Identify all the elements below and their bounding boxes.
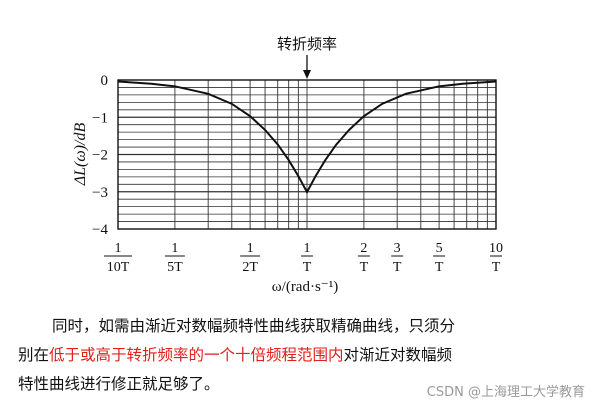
watermark: CSDN @上海理工大学教育 [426, 385, 585, 400]
x-tick-denominator: T [435, 260, 444, 275]
x-tick-numerator: 3 [394, 241, 401, 256]
paragraph-line-2-start: 别在 [18, 346, 50, 364]
x-tick-5: 3T [391, 241, 404, 275]
x-tick-numerator: 1 [171, 241, 178, 256]
y-axis-label: ΔL(ω)/dB [72, 123, 89, 187]
x-tick-denominator: T [360, 260, 369, 275]
y-tick-labels: 0 −1 −2 −3 −4 [92, 73, 108, 238]
x-tick-numerator: 1 [304, 241, 311, 256]
x-tick-6: 5T [433, 241, 446, 275]
x-axis-label: ω/(rad·s⁻¹) [272, 279, 338, 295]
y-tick-label-4: −4 [92, 222, 108, 238]
paragraph-line-2-end: 对渐近对数幅频 [343, 346, 453, 364]
x-tick-denominator: T [393, 260, 402, 275]
x-tick-denominator: 2T [242, 260, 258, 275]
x-tick-denominator: T [303, 260, 312, 275]
y-tick-label-0: 0 [101, 73, 109, 89]
x-tick-numerator: 1 [115, 241, 122, 256]
x-tick-denominator: T [492, 260, 501, 275]
y-tick-label-1: −1 [92, 110, 108, 126]
x-tick-4: 2T [357, 241, 370, 275]
x-tick-7: 10 T [489, 241, 503, 275]
x-tick-denominator: 10T [107, 260, 130, 275]
explanation-paragraph: 同时，如需由渐近对数幅频特性曲线获取精确曲线，只须分 别在低于或高于转折频率的一个… [18, 312, 593, 399]
chart-grid [117, 80, 497, 229]
plot-frame [117, 79, 497, 230]
corner-frequency-annotation: 转折频率 [277, 35, 337, 53]
y-tick-label-2: −2 [92, 148, 108, 164]
x-tick-numerator: 2 [360, 241, 367, 256]
y-tick-label-3: −3 [92, 185, 108, 201]
error-curve [117, 80, 497, 195]
x-tick-3: 1T [301, 241, 313, 275]
x-tick-denominator: 5T [167, 260, 183, 275]
paragraph-highlight: 低于或高于转折频率的一个十倍频程范围内 [49, 346, 344, 364]
x-tick-numerator: 5 [436, 241, 443, 256]
paragraph-line-3: 特性曲线进行修正就足够了。 [18, 375, 220, 393]
x-tick-numerator: 1 [247, 241, 254, 256]
x-tick-2: 12T [240, 241, 261, 275]
x-tick-1: 15T [164, 241, 185, 275]
x-tick-numerator: 10 [489, 241, 503, 256]
paragraph-line-1: 同时，如需由渐近对数幅频特性曲线获取精确曲线，只须分 [52, 317, 456, 335]
annotation-arrow [303, 55, 311, 79]
